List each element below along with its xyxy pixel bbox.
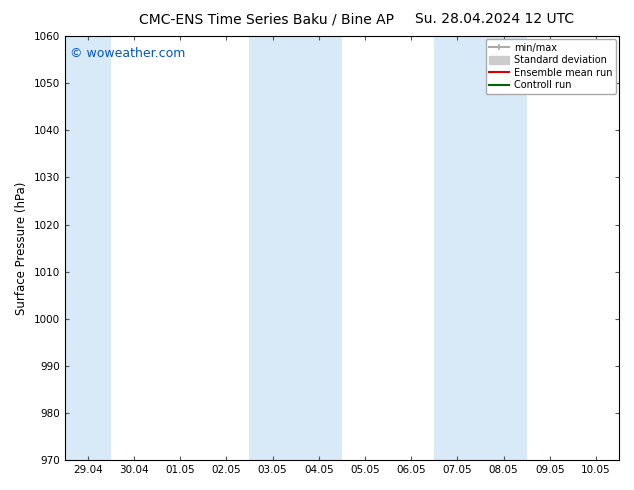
Bar xyxy=(481,36,527,460)
Bar xyxy=(65,36,111,460)
Text: Su. 28.04.2024 12 UTC: Su. 28.04.2024 12 UTC xyxy=(415,12,574,26)
Text: CMC-ENS Time Series Baku / Bine AP: CMC-ENS Time Series Baku / Bine AP xyxy=(139,12,394,26)
Y-axis label: Surface Pressure (hPa): Surface Pressure (hPa) xyxy=(15,181,28,315)
Bar xyxy=(295,36,342,460)
Legend: min/max, Standard deviation, Ensemble mean run, Controll run: min/max, Standard deviation, Ensemble me… xyxy=(486,39,616,94)
Text: © woweather.com: © woweather.com xyxy=(70,47,186,60)
Bar xyxy=(249,36,295,460)
Bar xyxy=(434,36,481,460)
